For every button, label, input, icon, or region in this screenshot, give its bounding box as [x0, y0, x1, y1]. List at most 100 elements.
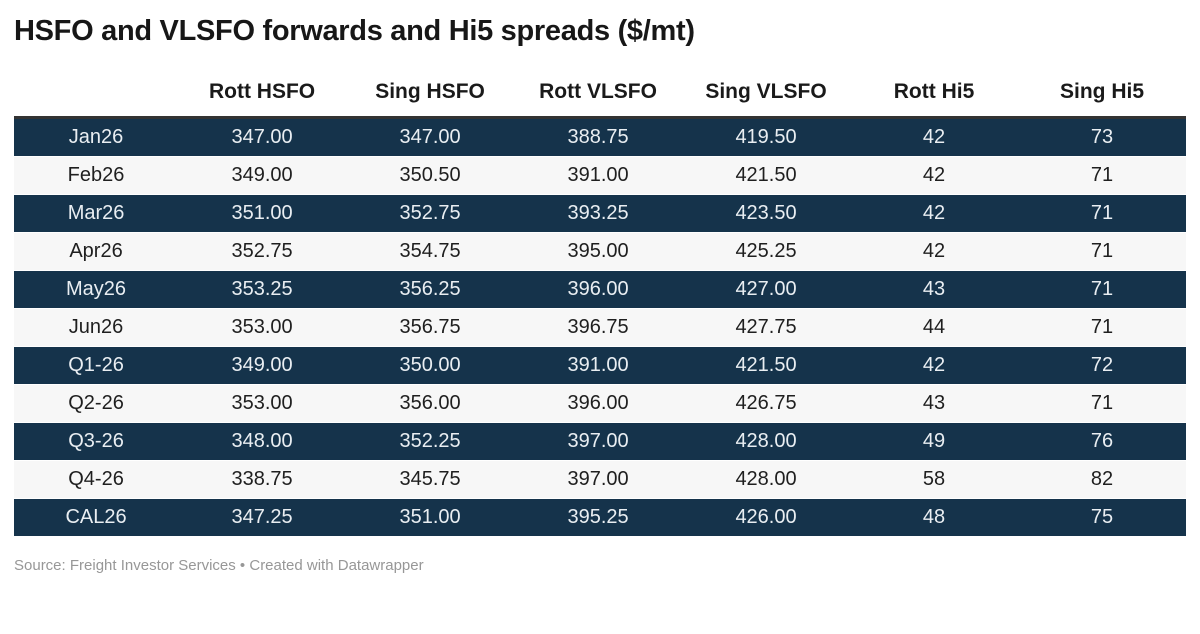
- cell-value: 42: [850, 233, 1018, 271]
- column-header-rott-hsfo: Rott HSFO: [178, 80, 347, 119]
- cell-value: 72: [1018, 347, 1186, 385]
- cell-value: 396.00: [514, 385, 683, 423]
- cell-value: 396.00: [514, 271, 683, 309]
- cell-value: 73: [1018, 119, 1186, 157]
- column-header-rott-hi5: Rott Hi5: [850, 80, 1018, 119]
- cell-value: 351.00: [178, 195, 347, 233]
- header-row: Rott HSFO Sing HSFO Rott VLSFO Sing VLSF…: [14, 80, 1186, 119]
- cell-value: 71: [1018, 157, 1186, 195]
- cell-value: 393.25: [514, 195, 683, 233]
- cell-value: 347.00: [178, 119, 347, 157]
- row-label: May26: [14, 271, 179, 309]
- cell-value: 428.00: [682, 461, 851, 499]
- table-row: Jun26 353.00 356.75 396.75 427.75 44 71: [14, 309, 1186, 347]
- row-label: Q4-26: [14, 461, 179, 499]
- forwards-table: Rott HSFO Sing HSFO Rott VLSFO Sing VLSF…: [14, 80, 1186, 537]
- cell-value: 425.25: [682, 233, 851, 271]
- cell-value: 419.50: [682, 119, 851, 157]
- cell-value: 426.00: [682, 499, 851, 537]
- cell-value: 76: [1018, 423, 1186, 461]
- cell-value: 349.00: [178, 347, 347, 385]
- source-text: Source: Freight Investor Services: [14, 557, 236, 574]
- cell-value: 356.00: [346, 385, 515, 423]
- cell-value: 347.00: [346, 119, 515, 157]
- row-label: CAL26: [14, 499, 179, 537]
- column-header-sing-hsfo: Sing HSFO: [346, 80, 515, 119]
- cell-value: 391.00: [514, 157, 683, 195]
- cell-value: 421.50: [682, 347, 851, 385]
- cell-value: 338.75: [178, 461, 347, 499]
- cell-value: 352.25: [346, 423, 515, 461]
- cell-value: 352.75: [178, 233, 347, 271]
- cell-value: 397.00: [514, 461, 683, 499]
- cell-value: 388.75: [514, 119, 683, 157]
- column-header-sing-vlsfo: Sing VLSFO: [682, 80, 851, 119]
- row-label: Jan26: [14, 119, 179, 157]
- cell-value: 42: [850, 157, 1018, 195]
- cell-value: 353.25: [178, 271, 347, 309]
- cell-value: 354.75: [346, 233, 515, 271]
- cell-value: 395.00: [514, 233, 683, 271]
- cell-value: 71: [1018, 195, 1186, 233]
- cell-value: 353.00: [178, 385, 347, 423]
- cell-value: 71: [1018, 385, 1186, 423]
- row-label: Q3-26: [14, 423, 179, 461]
- cell-value: 395.25: [514, 499, 683, 537]
- cell-value: 42: [850, 119, 1018, 157]
- cell-value: 423.50: [682, 195, 851, 233]
- cell-value: 396.75: [514, 309, 683, 347]
- cell-value: 42: [850, 347, 1018, 385]
- cell-value: 43: [850, 271, 1018, 309]
- table-row: Q3-26 348.00 352.25 397.00 428.00 49 76: [14, 423, 1186, 461]
- cell-value: 397.00: [514, 423, 683, 461]
- cell-value: 350.00: [346, 347, 515, 385]
- table-row: May26 353.25 356.25 396.00 427.00 43 71: [14, 271, 1186, 309]
- table-header: Rott HSFO Sing HSFO Rott VLSFO Sing VLSF…: [14, 80, 1186, 119]
- table-row: CAL26 347.25 351.00 395.25 426.00 48 75: [14, 499, 1186, 537]
- row-label: Q2-26: [14, 385, 179, 423]
- row-label: Q1-26: [14, 347, 179, 385]
- cell-value: 44: [850, 309, 1018, 347]
- cell-value: 49: [850, 423, 1018, 461]
- cell-value: 353.00: [178, 309, 347, 347]
- cell-value: 345.75: [346, 461, 515, 499]
- cell-value: 427.00: [682, 271, 851, 309]
- column-header-period: [14, 80, 179, 119]
- cell-value: 75: [1018, 499, 1186, 537]
- cell-value: 421.50: [682, 157, 851, 195]
- source-line: Source: Freight Investor Services • Crea…: [14, 557, 1186, 574]
- table-body: Jan26 347.00 347.00 388.75 419.50 42 73 Feb26 34…: [14, 119, 1186, 537]
- cell-value: 356.75: [346, 309, 515, 347]
- table-row: Q2-26 353.00 356.00 396.00 426.75 43 71: [14, 385, 1186, 423]
- datawrapper-table-chart: HSFO and VLSFO forwards and Hi5 spreads …: [0, 14, 1200, 574]
- cell-value: 348.00: [178, 423, 347, 461]
- table-row: Q4-26 338.75 345.75 397.00 428.00 58 82: [14, 461, 1186, 499]
- footer-separator: •: [235, 557, 250, 574]
- cell-value: 82: [1018, 461, 1186, 499]
- cell-value: 71: [1018, 271, 1186, 309]
- row-label: Apr26: [14, 233, 179, 271]
- datawrapper-credit-link[interactable]: Created with Datawrapper: [249, 557, 424, 574]
- cell-value: 350.50: [346, 157, 515, 195]
- cell-value: 356.25: [346, 271, 515, 309]
- cell-value: 42: [850, 195, 1018, 233]
- cell-value: 71: [1018, 233, 1186, 271]
- chart-title: HSFO and VLSFO forwards and Hi5 spreads …: [14, 15, 695, 47]
- cell-value: 428.00: [682, 423, 851, 461]
- row-label: Feb26: [14, 157, 179, 195]
- table-row: Feb26 349.00 350.50 391.00 421.50 42 71: [14, 157, 1186, 195]
- cell-value: 58: [850, 461, 1018, 499]
- row-label: Mar26: [14, 195, 179, 233]
- cell-value: 48: [850, 499, 1018, 537]
- cell-value: 349.00: [178, 157, 347, 195]
- cell-value: 427.75: [682, 309, 851, 347]
- cell-value: 351.00: [346, 499, 515, 537]
- table-row: Apr26 352.75 354.75 395.00 425.25 42 71: [14, 233, 1186, 271]
- cell-value: 43: [850, 385, 1018, 423]
- table-row: Q1-26 349.00 350.00 391.00 421.50 42 72: [14, 347, 1186, 385]
- row-label: Jun26: [14, 309, 179, 347]
- table-row: Mar26 351.00 352.75 393.25 423.50 42 71: [14, 195, 1186, 233]
- table-row: Jan26 347.00 347.00 388.75 419.50 42 73: [14, 119, 1186, 157]
- cell-value: 391.00: [514, 347, 683, 385]
- cell-value: 352.75: [346, 195, 515, 233]
